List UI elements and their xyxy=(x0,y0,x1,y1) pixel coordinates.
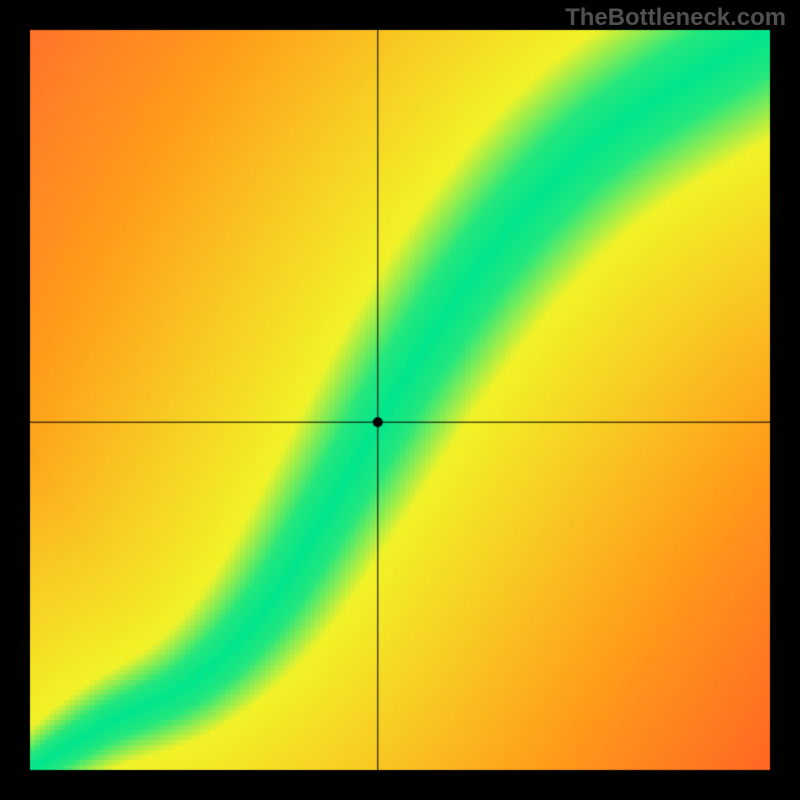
chart-container: TheBottleneck.com xyxy=(0,0,800,800)
watermark-text: TheBottleneck.com xyxy=(565,4,786,32)
heatmap-canvas xyxy=(0,0,800,800)
